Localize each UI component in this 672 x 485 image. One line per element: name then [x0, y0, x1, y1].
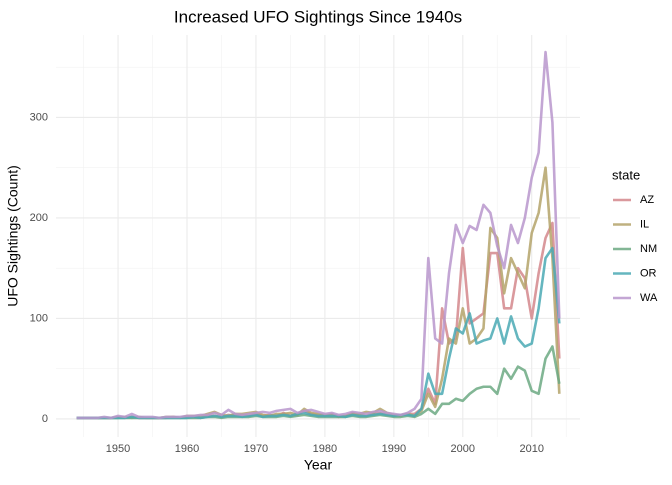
chart-title: Increased UFO Sightings Since 1940s	[174, 7, 462, 26]
line	[76, 345, 561, 420]
x-axis-title: Year	[304, 457, 333, 473]
line	[76, 50, 561, 420]
line	[76, 221, 561, 420]
x-tick-label: 1950	[106, 443, 130, 455]
y-axis-title: UFO Sightings (Count)	[5, 165, 21, 307]
x-tick-label: 2000	[451, 443, 475, 455]
x-tick-label: 1970	[244, 443, 268, 455]
legend-title: state	[612, 167, 640, 182]
legend-label: OR	[640, 267, 657, 279]
x-tick-label: 2010	[519, 443, 543, 455]
y-tick-label: 0	[42, 413, 48, 425]
legend-label: IL	[640, 218, 649, 230]
legend-label: NM	[640, 243, 657, 255]
y-tick-label: 100	[30, 312, 48, 324]
x-tick-label: 1990	[382, 443, 406, 455]
x-tick-label: 1960	[175, 443, 199, 455]
y-tick-label: 300	[30, 111, 48, 123]
legend-label: AZ	[640, 194, 654, 206]
line	[76, 166, 561, 420]
grid	[56, 35, 580, 437]
x-tick-label: 1980	[313, 443, 337, 455]
y-tick-label: 200	[30, 212, 48, 224]
legend-label: WA	[640, 292, 658, 304]
